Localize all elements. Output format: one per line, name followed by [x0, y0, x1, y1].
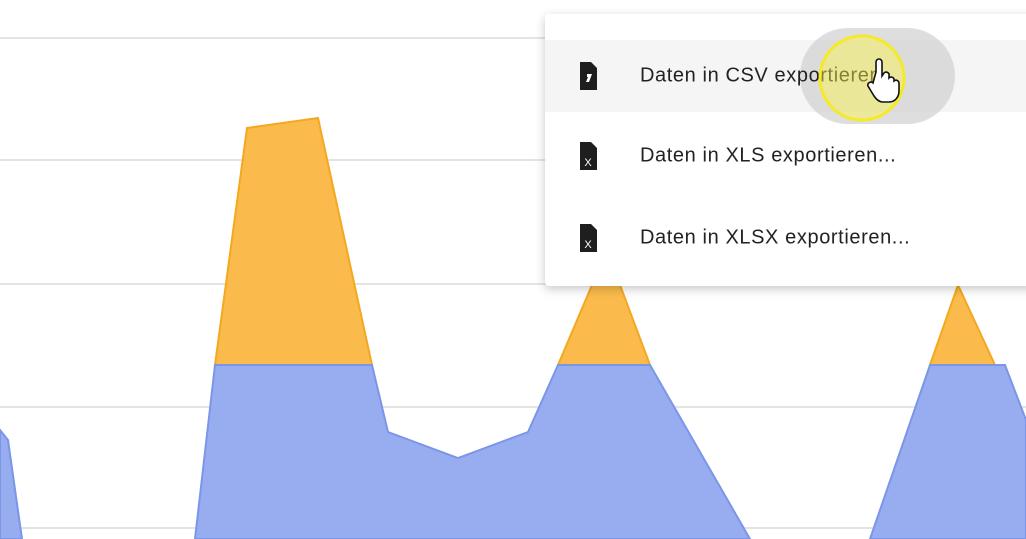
xlsx-icon	[580, 224, 597, 252]
menu-item-label: Daten in CSV exportieren...	[640, 64, 900, 86]
hand-cursor	[867, 58, 900, 103]
blue-area	[0, 428, 24, 539]
chart-background	[0, 37, 1026, 539]
orange-area	[556, 284, 652, 366]
menu-item[interactable]: X Daten in XLS exportieren...	[580, 142, 896, 170]
blue-area	[193, 364, 752, 539]
orange-area	[928, 282, 997, 366]
menu-item-label: Daten in XLS exportieren...	[640, 144, 896, 166]
export-menu: Daten in CSV exportieren... X Daten in X…	[545, 14, 1026, 286]
menu-item-label: Daten in XLSX exportieren...	[640, 226, 910, 248]
blue-area	[868, 364, 1026, 539]
menu-item[interactable]: Daten in CSV exportieren...	[545, 28, 1026, 124]
csv-icon-mark	[586, 74, 592, 82]
cursor-highlight	[818, 34, 906, 122]
xlsx-icon-mark: X	[584, 239, 592, 251]
xls-icon	[580, 142, 597, 170]
menu-item[interactable]: X Daten in XLSX exportieren...	[580, 224, 910, 252]
xls-icon-mark: X	[584, 157, 592, 169]
orange-area	[213, 116, 374, 366]
